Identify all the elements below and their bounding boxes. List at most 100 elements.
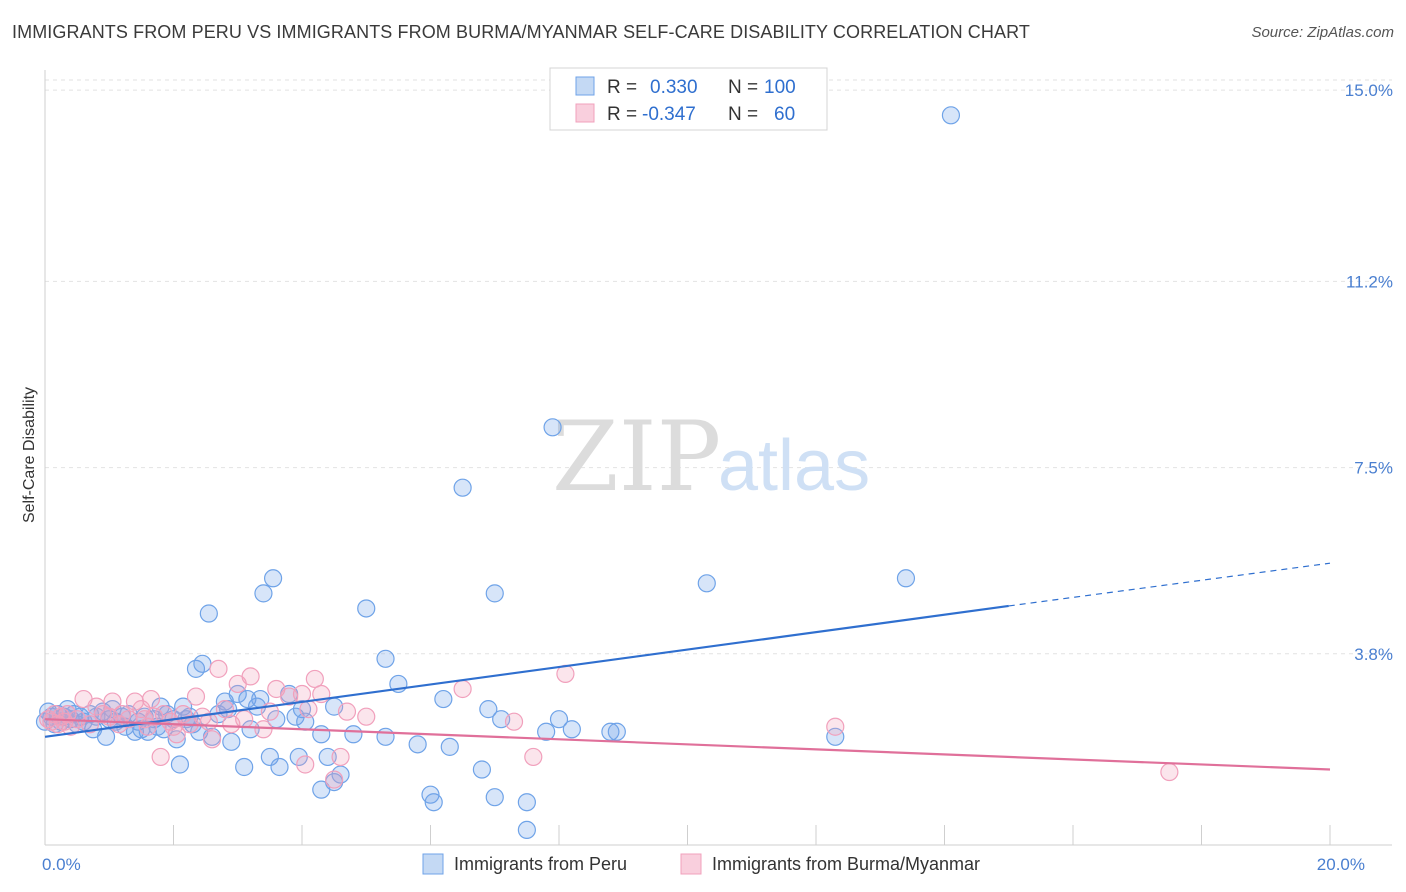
point-peru	[440, 737, 459, 756]
point-peru	[517, 820, 536, 840]
point-peru	[607, 722, 626, 741]
legend-r-label-2: R =	[607, 104, 637, 125]
point-peru	[238, 689, 257, 709]
y-tick-labels: 3.8% 7.5% 11.2% 15.0%	[1345, 81, 1393, 664]
grid-lines	[45, 79, 1392, 655]
bottom-legend-label-burma: Immigrants from Burma/Myanmar	[712, 854, 980, 874]
x-tick-label: 0.0%	[42, 855, 81, 874]
point-burma	[292, 684, 312, 704]
point-burma	[305, 669, 324, 689]
point-peru	[170, 755, 190, 774]
point-peru	[434, 689, 453, 709]
point-burma	[235, 710, 254, 729]
bottom-legend-swatch-burma	[680, 853, 702, 875]
legend-box: R = 0.330 N = 100 R = -0.347 N = 60	[549, 67, 828, 131]
point-peru	[312, 725, 331, 744]
point-peru	[479, 700, 498, 719]
point-peru	[941, 106, 961, 125]
legend-n-value-1: 100	[764, 77, 796, 98]
legend-n-label-2: N =	[728, 104, 758, 125]
point-peru	[270, 757, 289, 777]
point-burma	[299, 700, 318, 719]
trend-line-peru	[44, 604, 1009, 738]
bottom-legend-swatch-peru	[422, 853, 444, 875]
point-peru	[96, 727, 116, 746]
point-peru	[537, 722, 556, 741]
point-peru	[543, 418, 562, 437]
point-peru	[263, 569, 283, 588]
point-peru	[376, 649, 395, 668]
point-burma	[331, 747, 350, 767]
bottom-legend: Immigrants from Peru Immigrants from Bur…	[422, 853, 980, 875]
point-peru	[344, 725, 363, 744]
point-burma	[103, 692, 122, 711]
point-peru	[408, 735, 427, 754]
point-peru	[376, 727, 395, 746]
point-peru	[485, 584, 504, 603]
legend-swatch-peru	[575, 76, 595, 96]
legend-n-value-2: 60	[774, 104, 795, 125]
point-burma	[215, 700, 234, 719]
point-burma	[151, 747, 170, 767]
source-note: Source: ZipAtlas.com	[1251, 24, 1394, 41]
point-burma	[337, 702, 357, 721]
watermark-zip: ZIP	[552, 401, 721, 513]
point-peru	[896, 569, 916, 588]
trend-line-peru-extension	[1008, 562, 1331, 607]
point-peru	[235, 757, 254, 777]
point-peru	[549, 710, 569, 729]
watermark-atlas: atlas	[718, 426, 870, 506]
legend-r-value-1: 0.330	[650, 77, 698, 98]
point-burma	[826, 717, 845, 736]
point-burma	[154, 705, 173, 724]
point-peru	[697, 574, 716, 593]
legend-n-label-1: N =	[728, 77, 758, 98]
y-axis-label: Self-Care Disability	[21, 387, 38, 523]
point-burma	[109, 715, 128, 734]
point-burma	[141, 689, 161, 709]
watermark: ZIP atlas	[552, 401, 870, 513]
y-tick-label: 3.8%	[1354, 645, 1393, 664]
y-tick-label: 11.2%	[1346, 272, 1393, 291]
point-burma	[186, 687, 206, 706]
point-peru	[228, 684, 247, 704]
point-peru	[472, 760, 491, 779]
point-peru	[424, 793, 443, 812]
point-burma	[241, 667, 260, 686]
y-tick-label: 15.0%	[1345, 81, 1393, 100]
point-peru	[241, 720, 260, 739]
chart-title: IMMIGRANTS FROM PERU VS IMMIGRANTS FROM …	[12, 22, 1030, 42]
point-peru	[254, 584, 273, 603]
point-peru	[517, 793, 536, 812]
point-peru	[222, 732, 241, 751]
point-peru	[193, 654, 212, 673]
bottom-legend-label-peru: Immigrants from Peru	[454, 854, 627, 874]
point-burma	[254, 720, 273, 739]
point-peru	[485, 788, 504, 807]
point-burma	[357, 707, 376, 726]
x-tick-label: 20.0%	[1317, 855, 1365, 874]
point-peru	[199, 604, 218, 623]
point-burma	[504, 712, 524, 731]
point-burma	[1160, 762, 1179, 782]
point-peru	[562, 720, 581, 739]
trend-line-burma	[44, 718, 1331, 771]
point-burma	[453, 679, 472, 699]
point-peru	[826, 727, 845, 746]
point-burma	[61, 717, 80, 736]
point-burma	[209, 659, 228, 678]
point-burma	[524, 747, 543, 767]
legend-r-value-2: -0.347	[642, 104, 696, 125]
y-tick-label: 7.5%	[1354, 459, 1393, 478]
legend-swatch-burma	[575, 103, 595, 123]
point-burma	[325, 770, 344, 789]
point-burma	[202, 730, 222, 749]
point-peru	[453, 478, 472, 497]
data-points	[35, 106, 1179, 840]
point-peru	[357, 599, 376, 618]
legend-r-label-1: R =	[607, 77, 637, 98]
point-burma	[167, 725, 186, 744]
point-peru	[289, 747, 308, 767]
trend-lines	[44, 562, 1331, 771]
